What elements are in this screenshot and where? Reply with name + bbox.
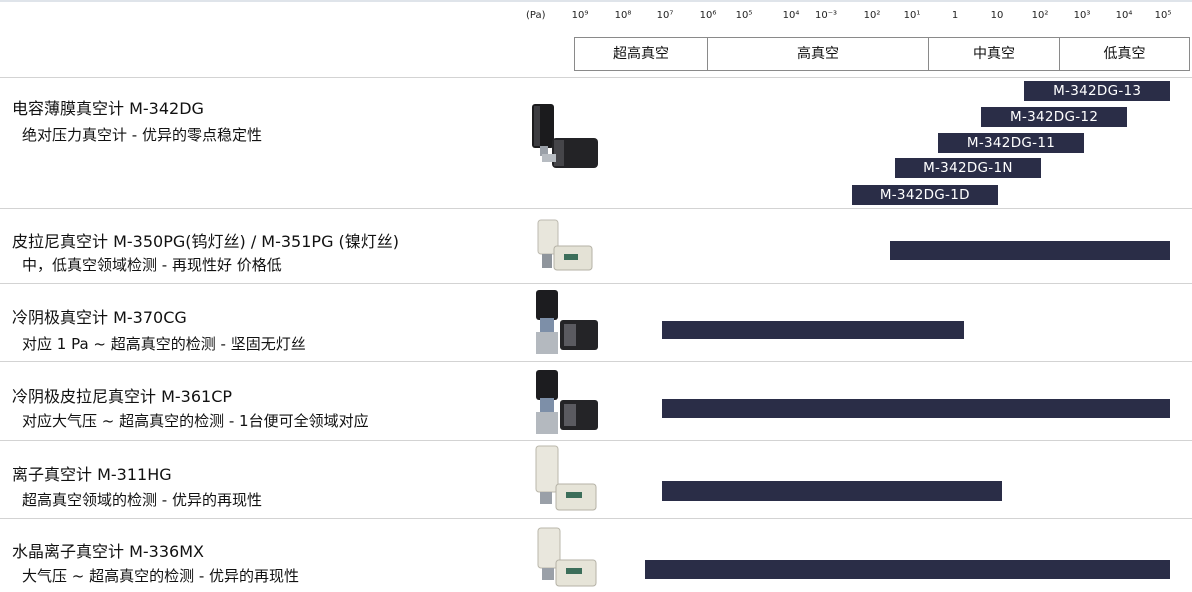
axis-tick-label: 10⁵ xyxy=(735,10,753,21)
range-bar: M-342DG-1N xyxy=(894,158,1042,178)
range-divider xyxy=(707,37,708,71)
axis-tick-label: 1 xyxy=(951,10,959,21)
range-bar xyxy=(661,399,1171,418)
range-bar: M-342DG-12 xyxy=(980,107,1128,127)
range-bar xyxy=(890,241,1171,260)
vacuum-range-header xyxy=(574,37,1190,71)
row-divider xyxy=(0,518,1192,519)
range-low-vacuum: 低真空 xyxy=(1103,46,1146,62)
gauge-description: 中，低真空领域检测 - 再现性好 价格低 xyxy=(22,256,282,274)
axis-tick-label: 10⁹ xyxy=(571,10,589,21)
range-divider xyxy=(928,37,929,71)
axis-tick-label: 10⁴ xyxy=(782,10,800,21)
gauge-name: 皮拉尼真空计 M-350PG(钨灯丝) / M-351PG (镍灯丝) xyxy=(12,232,400,251)
cold-cathode-pirani-gauge-photo xyxy=(536,370,598,434)
range-medium-vacuum: 中真空 xyxy=(973,46,1015,62)
axis-tick-label: 10² xyxy=(863,10,881,21)
axis-unit-label: (Pa) xyxy=(526,10,546,21)
axis-tick-label: 10² xyxy=(1031,10,1049,21)
range-bar: M-342DG-11 xyxy=(937,133,1085,153)
axis-tick-label: 10⁶ xyxy=(699,10,717,21)
capacitance-gauge-photo xyxy=(532,104,598,168)
pirani-gauge-photo xyxy=(537,219,593,271)
gauge-name: 电容薄膜真空计 M-342DG xyxy=(12,99,204,118)
axis-tick-label: 10⁻³ xyxy=(814,10,838,21)
row-divider xyxy=(0,77,1192,78)
gauge-description: 对应大气压 ~ 超高真空的检测 - 1台便可全领域对应 xyxy=(22,412,369,430)
gauge-name: 冷阴极真空计 M-370CG xyxy=(12,308,187,327)
ion-gauge-photo xyxy=(535,445,597,511)
row-divider xyxy=(0,208,1192,209)
axis-tick-label: 10¹ xyxy=(903,10,921,21)
range-ultra-high-vacuum: 超高真空 xyxy=(613,46,669,62)
row-divider xyxy=(0,361,1192,362)
axis-tick-label: 10⁸ xyxy=(614,10,632,21)
range-bar: M-342DG-13 xyxy=(1023,81,1171,101)
axis-tick-label: 10³ xyxy=(1073,10,1091,21)
gauge-name: 离子真空计 M-311HG xyxy=(12,465,172,484)
cold-cathode-gauge-photo xyxy=(536,290,598,354)
gauge-description: 大气压 ~ 超高真空的检测 - 优异的再现性 xyxy=(22,567,300,585)
range-divider xyxy=(1059,37,1060,71)
row-divider xyxy=(0,283,1192,284)
range-bar xyxy=(644,560,1171,579)
axis-tick-label: 10 xyxy=(990,10,1004,21)
range-bar xyxy=(661,481,1003,501)
top-border xyxy=(0,0,1192,2)
crystal-ion-gauge-photo xyxy=(537,527,597,587)
gauge-description: 超高真空领域的检测 - 优异的再现性 xyxy=(22,491,262,509)
axis-tick-label: 10⁴ xyxy=(1115,10,1133,21)
range-high-vacuum: 高真空 xyxy=(797,46,839,62)
axis-tick-label: 10⁷ xyxy=(656,10,674,21)
row-divider xyxy=(0,440,1192,441)
gauge-description: 绝对压力真空计 - 优异的零点稳定性 xyxy=(22,126,262,144)
axis-tick-label: 10⁵ xyxy=(1154,10,1172,21)
range-bar xyxy=(661,321,964,339)
range-bar: M-342DG-1D xyxy=(851,185,999,205)
gauge-name: 冷阴极皮拉尼真空计 M-361CP xyxy=(12,387,233,406)
gauge-name: 水晶离子真空计 M-336MX xyxy=(12,542,204,561)
gauge-description: 对应 1 Pa ~ 超高真空的检测 - 坚固无灯丝 xyxy=(22,335,306,353)
